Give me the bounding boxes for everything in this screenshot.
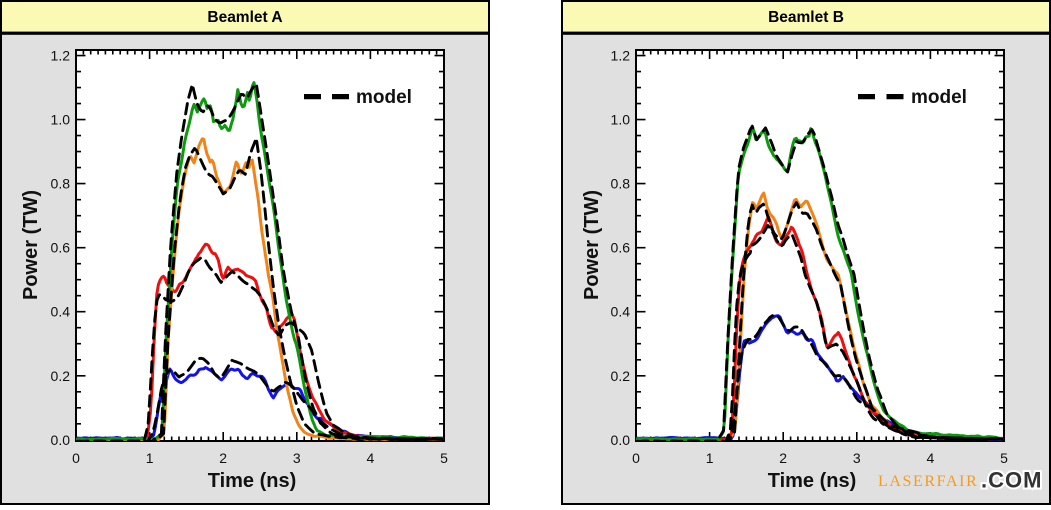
svg-text:2: 2 [779,450,787,466]
svg-text:4: 4 [367,450,375,466]
svg-text:.COM: .COM [981,468,1042,493]
svg-text:Time (ns): Time (ns) [768,470,857,492]
svg-text:4: 4 [927,450,935,466]
svg-text:1: 1 [146,450,154,466]
svg-text:5: 5 [440,450,448,466]
svg-text:model: model [911,87,967,108]
svg-text:1.0: 1.0 [51,112,71,128]
svg-text:0.4: 0.4 [611,304,631,320]
svg-text:0.4: 0.4 [51,304,71,320]
svg-text:0.8: 0.8 [611,176,631,192]
svg-text:1.0: 1.0 [611,112,631,128]
svg-text:model: model [356,87,412,108]
svg-text:Beamlet B: Beamlet B [768,9,844,26]
svg-text:LASERFAIR: LASERFAIR [878,473,978,490]
svg-text:1.2: 1.2 [611,48,631,64]
svg-text:3: 3 [293,450,301,466]
svg-text:Time (ns): Time (ns) [208,470,297,492]
svg-text:0.2: 0.2 [51,368,71,384]
svg-text:1: 1 [706,450,714,466]
svg-text:0.2: 0.2 [611,368,631,384]
svg-text:0: 0 [632,450,640,466]
svg-text:0.6: 0.6 [51,240,71,256]
svg-text:0.0: 0.0 [611,432,631,448]
svg-text:1.2: 1.2 [51,48,71,64]
svg-text:Power (TW): Power (TW) [581,190,603,300]
svg-text:Beamlet A: Beamlet A [207,9,282,26]
svg-text:3: 3 [853,450,861,466]
svg-text:Power (TW): Power (TW) [20,190,42,300]
svg-text:5: 5 [1000,450,1008,466]
svg-text:0.8: 0.8 [51,176,71,192]
svg-text:0.0: 0.0 [51,432,71,448]
svg-text:0: 0 [72,450,80,466]
svg-text:0.6: 0.6 [611,240,631,256]
svg-text:2: 2 [219,450,227,466]
